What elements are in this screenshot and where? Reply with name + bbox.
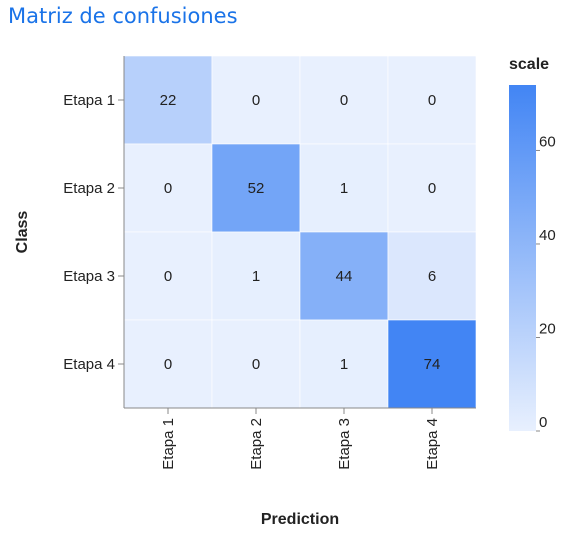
- legend-tick-label: 60: [539, 133, 556, 150]
- heatmap-cells: [123, 55, 477, 409]
- cell-value-label: 1: [252, 268, 260, 285]
- heatmap-cell: [211, 319, 301, 409]
- heatmap-cell: [299, 55, 389, 145]
- legend-gradient-bar: [509, 85, 536, 431]
- y-axis-title: Class: [14, 211, 31, 254]
- page-title: Matriz de confusiones: [8, 4, 238, 28]
- heatmap-cell: [211, 55, 301, 145]
- y-tick-label: Etapa 2: [63, 180, 115, 197]
- y-axis-ticks: Etapa 1 Etapa 2 Etapa 3 Etapa 4: [63, 92, 124, 373]
- legend-ticks: 0 20 40 60: [536, 133, 556, 432]
- x-tick-label: Etapa 3: [336, 418, 353, 470]
- heatmap-cell: [211, 231, 301, 321]
- color-scale-legend: scale 0 20 40 60: [509, 56, 556, 432]
- y-tick-label: Etapa 4: [63, 356, 115, 373]
- heatmap-cell: [387, 319, 477, 409]
- heatmap-cell: [123, 319, 213, 409]
- heatmap-cell: [387, 55, 477, 145]
- heatmap-cell: [299, 143, 389, 233]
- heatmap-cell: [387, 231, 477, 321]
- cell-value-label: 1: [340, 180, 348, 197]
- heatmap-cell: [299, 319, 389, 409]
- legend-tick-label: 40: [539, 227, 556, 244]
- cell-value-label: 0: [252, 92, 260, 109]
- cell-value-label: 0: [428, 92, 436, 109]
- cell-value-label: 22: [160, 92, 177, 109]
- cell-value-label: 0: [164, 356, 172, 373]
- heatmap-cell-labels: 22 0 0 0 0 52 1 0 0 1 44 6 0 0 1 74: [160, 92, 441, 373]
- cell-value-label: 44: [336, 268, 353, 285]
- x-axis-title: Prediction: [261, 511, 339, 528]
- cell-value-label: 0: [252, 356, 260, 373]
- x-axis-ticks: Etapa 1 Etapa 2 Etapa 3 Etapa 4: [160, 408, 441, 470]
- heatmap-cell: [123, 55, 213, 145]
- cell-value-label: 0: [164, 180, 172, 197]
- legend-tick-label: 20: [539, 320, 556, 337]
- heatmap-cell: [387, 143, 477, 233]
- cell-value-label: 1: [340, 356, 348, 373]
- x-tick-label: Etapa 2: [248, 418, 265, 470]
- cell-value-label: 0: [164, 268, 172, 285]
- legend-tick-label: 0: [539, 414, 547, 431]
- legend-title: scale: [509, 56, 549, 73]
- y-tick-label: Etapa 3: [63, 268, 115, 285]
- y-tick-label: Etapa 1: [63, 92, 115, 109]
- cell-value-label: 0: [428, 180, 436, 197]
- x-tick-label: Etapa 1: [160, 418, 177, 470]
- x-tick-label: Etapa 4: [424, 418, 441, 470]
- cell-value-label: 0: [340, 92, 348, 109]
- cell-value-label: 52: [248, 180, 265, 197]
- cell-value-label: 74: [424, 356, 441, 373]
- cell-value-label: 6: [428, 268, 436, 285]
